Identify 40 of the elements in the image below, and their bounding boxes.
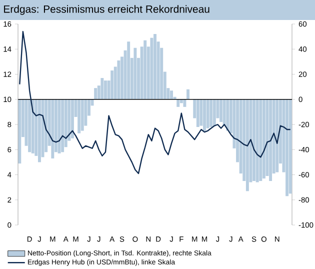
bar	[203, 99, 206, 131]
bar	[269, 99, 272, 182]
bar	[286, 99, 289, 196]
bar	[276, 99, 279, 172]
bar	[144, 40, 147, 100]
bar	[61, 99, 64, 152]
bar	[110, 70, 114, 100]
bar	[206, 99, 210, 128]
bar	[51, 99, 54, 158]
bar	[220, 99, 223, 122]
bar	[70, 99, 74, 138]
bar	[154, 34, 156, 100]
bar	[170, 90, 173, 100]
bar	[176, 99, 180, 107]
bar	[80, 99, 84, 131]
bar	[117, 60, 120, 100]
bar	[28, 99, 32, 152]
bar	[94, 88, 98, 100]
bar	[212, 99, 216, 126]
bar	[246, 99, 249, 192]
bar	[259, 99, 262, 182]
bar	[183, 99, 186, 107]
bar	[104, 80, 107, 100]
bar	[100, 78, 104, 100]
bar	[196, 99, 200, 128]
bar	[252, 99, 256, 182]
bar	[127, 42, 130, 100]
bar	[58, 99, 61, 154]
bar	[262, 99, 266, 179]
bar	[288, 99, 292, 194]
bar	[226, 99, 230, 131]
bar	[150, 38, 154, 100]
bar	[256, 99, 259, 182]
bar	[186, 89, 190, 100]
bar	[38, 99, 41, 162]
bar	[210, 99, 213, 128]
chart-title: Erdgas: Pessimismus erreicht Rekordniveau	[4, 5, 210, 15]
bar	[78, 99, 81, 134]
bar	[31, 99, 34, 154]
bar	[134, 48, 137, 100]
